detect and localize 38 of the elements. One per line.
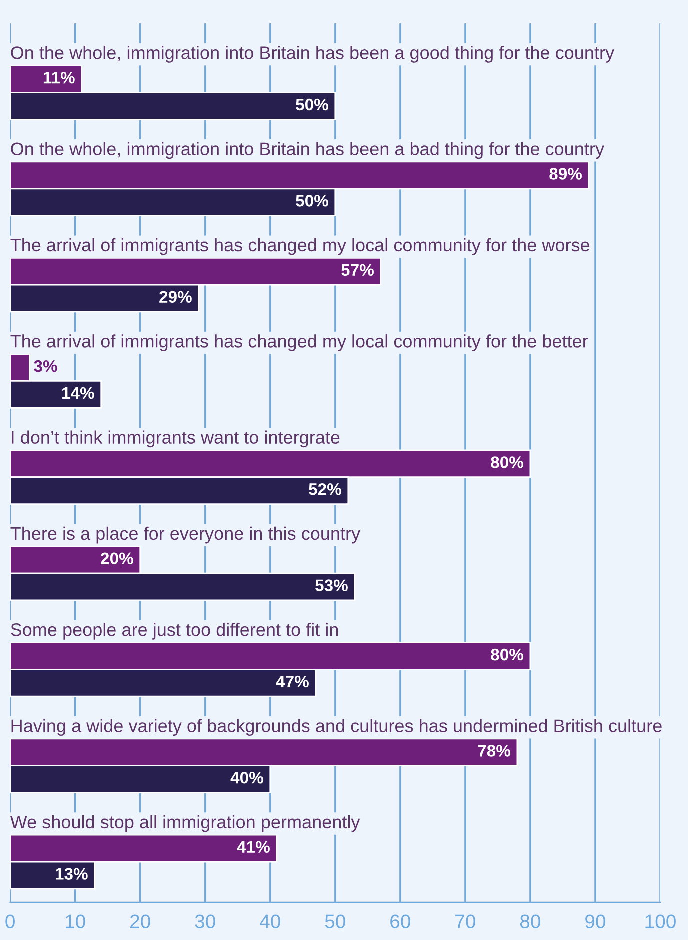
x-tick-label: 0 (6, 914, 15, 928)
x-tick-label: 40 (260, 914, 280, 928)
data-label: 52% (309, 484, 342, 496)
y-tick-label: On the whole, immigration into Britain has been a good thing for the country (11, 46, 614, 63)
x-tick-label: 100 (646, 914, 676, 928)
x-tick-label: 50 (325, 914, 346, 928)
y-tick-label: The arrival of immigrants has changed my local community for the better (10, 334, 588, 352)
x-tick-label: 30 (195, 914, 216, 928)
data-label: 13% (56, 868, 88, 880)
data-label: 20% (101, 552, 134, 565)
data-label: 40% (230, 772, 264, 784)
data-label: 11% (44, 72, 75, 84)
x-tick-label: 70 (456, 914, 476, 928)
y-tick-label: We should stop all immigration permanently (10, 815, 360, 832)
data-label: 50% (296, 195, 328, 207)
x-tick-label: 80 (520, 914, 541, 928)
data-label: 50% (296, 98, 328, 111)
data-label: 57% (342, 264, 374, 276)
data-label: 80% (491, 648, 524, 661)
x-tick-label: 20 (130, 914, 150, 928)
y-tick-label: I don’t think immigrants want to intergrate (12, 430, 340, 448)
data-label: 29% (160, 291, 192, 303)
data-label: 89% (550, 168, 582, 180)
data-label: 47% (276, 676, 309, 688)
data-label: 53% (316, 580, 348, 592)
y-tick-label: On the whole, immigration into Britain has been a bad thing for the country (11, 142, 604, 160)
data-label: 41% (237, 841, 270, 853)
y-tick-label: There is a place for everyone in this country (10, 526, 361, 544)
data-label: 80% (491, 456, 524, 468)
data-label: 78% (478, 745, 511, 757)
data-label: 3% (34, 360, 58, 372)
data-label: 14% (62, 387, 94, 400)
y-tick-label: The arrival of immigrants has changed my local community for the worse (10, 238, 590, 256)
x-tick-label: 60 (390, 914, 410, 928)
y-tick-label: Some people are just too different to fit in (11, 623, 338, 640)
x-tick-label: 10 (66, 914, 86, 928)
y-tick-label: Having a wide variety of backgrounds and cultures has undermined British culture (12, 719, 662, 736)
x-tick-label: 90 (586, 914, 606, 928)
